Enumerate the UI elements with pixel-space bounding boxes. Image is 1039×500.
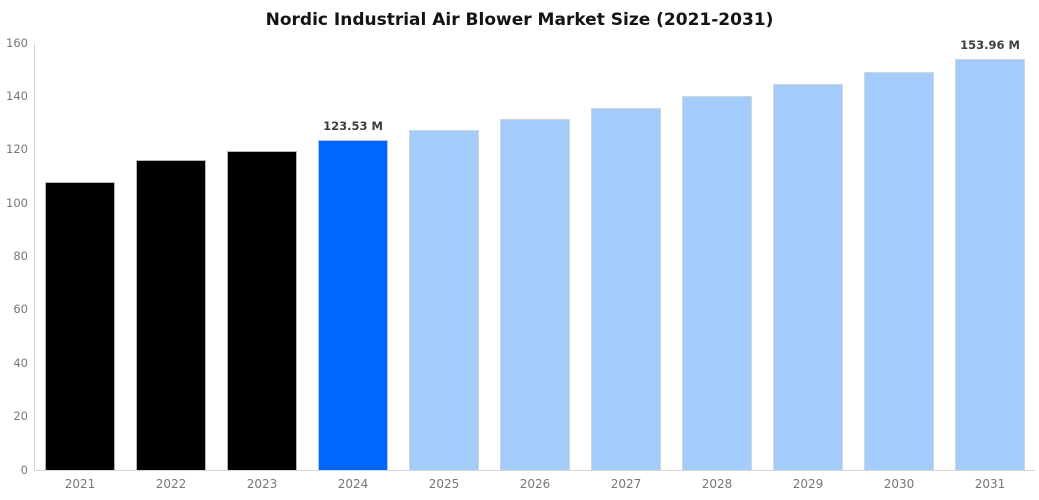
x-tick-label: 2026	[519, 477, 551, 491]
bars-container: 2021 2022 2023 123.53 M 2024 2025 2026 2027 2028…	[35, 37, 1035, 490]
chart-title: Nordic Industrial Air Blower Market Size…	[265, 10, 774, 30]
bar-2025	[409, 129, 479, 470]
y-tick-label: 100	[6, 195, 28, 210]
y-tick-label: 40	[13, 355, 28, 370]
bar-slot: 123.53 M 2024	[318, 43, 388, 490]
x-tick-label: 2025	[428, 477, 460, 491]
x-tick-label: 2024	[337, 477, 369, 491]
plot-area: 0 20 40 60 80 100 120 140 160 2021 2022 2023 123.53…	[6, 37, 1035, 490]
bar-slot: 2029	[773, 43, 843, 490]
x-tick-label: 2030	[883, 477, 915, 491]
bar-2029	[773, 84, 843, 470]
bar-2027	[591, 107, 661, 470]
bar-2031	[955, 59, 1025, 470]
bar-2028	[682, 96, 752, 470]
bar-2022	[136, 160, 206, 470]
y-tick-label: 20	[13, 408, 28, 423]
y-tick-label: 0	[20, 462, 28, 477]
bar-slot: 153.96 M 2031	[955, 37, 1025, 490]
bar-slot: 2026	[500, 43, 570, 490]
bar-2021	[45, 181, 115, 470]
y-tick-label: 120	[6, 142, 28, 156]
bar-2030	[864, 71, 934, 470]
x-tick-label: 2028	[701, 477, 733, 491]
bar-slot: 2025	[409, 43, 479, 490]
x-tick-label: 2029	[792, 477, 824, 491]
bar-2023	[227, 150, 297, 470]
bar-slot: 2028	[682, 43, 752, 490]
y-tick-label: 80	[13, 248, 28, 263]
y-tick-label: 160	[6, 35, 28, 50]
bar-slot: 2027	[591, 43, 661, 490]
bar-slot: 2022	[136, 43, 206, 490]
x-tick-label: 2031	[974, 477, 1006, 491]
x-tick-label: 2023	[246, 477, 278, 491]
bar-value-label: 123.53 M	[323, 118, 383, 133]
x-tick-label: 2022	[155, 477, 187, 491]
bar-slot: 2023	[227, 43, 297, 490]
y-tick-label: 60	[13, 302, 28, 317]
bar-2024	[318, 140, 388, 470]
x-tick-label: 2021	[64, 477, 96, 491]
bar-slot: 2030	[864, 43, 934, 490]
bar-2026	[500, 118, 570, 470]
x-tick-label: 2027	[610, 477, 642, 491]
bar-slot: 2021	[45, 43, 115, 490]
bar-value-label: 153.96 M	[960, 37, 1020, 52]
y-tick-label: 140	[6, 88, 28, 103]
